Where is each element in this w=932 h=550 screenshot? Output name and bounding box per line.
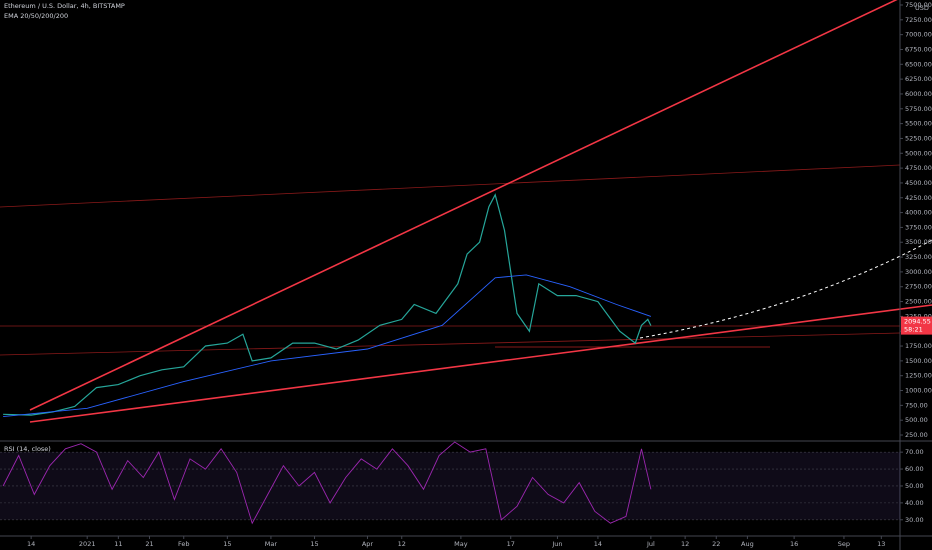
y-tick-label: 4500.00 [905, 179, 932, 187]
x-tick-label: Jun [551, 540, 562, 548]
x-tick-label: 15 [310, 540, 318, 548]
y-tick-label: 5750.00 [905, 105, 932, 113]
y-tick-label: 7000.00 [905, 31, 932, 39]
y-tick-label: 70.00 [905, 448, 924, 456]
x-tick-label: 13 [877, 540, 885, 548]
x-tick-label: Jul [646, 540, 655, 548]
x-tick-label: Mar [265, 540, 278, 548]
x-tick-label: Apr [362, 540, 374, 548]
y-tick-label: 1000.00 [905, 387, 932, 395]
y-tick-label: 7500.00 [905, 1, 932, 9]
lower-trend-line [29, 304, 932, 423]
y-tick-label: 2250.00 [905, 312, 932, 320]
y-tick-label: 2750.00 [905, 283, 932, 291]
countdown-label: 58:21 [904, 326, 923, 334]
y-tick-label: 6250.00 [905, 75, 932, 83]
y-tick-label: 3500.00 [905, 238, 932, 246]
x-tick-label: 14 [27, 540, 35, 548]
y-tick-label: 7250.00 [905, 16, 932, 24]
y-tick-label: 1750.00 [905, 342, 932, 350]
y-tick-label: 3000.00 [905, 268, 932, 276]
upper-trend-line [29, 0, 898, 411]
x-tick-label: 12 [681, 540, 689, 548]
y-tick-label: 1250.00 [905, 372, 932, 380]
x-tick-label: Sep [838, 540, 850, 548]
y-tick-label: 6000.00 [905, 90, 932, 98]
y-tick-label: 4750.00 [905, 164, 932, 172]
rsi-label: RSI (14, close) [4, 445, 51, 453]
x-tick-label: 16 [790, 540, 798, 548]
y-tick-label: 6500.00 [905, 60, 932, 68]
y-tick-label: 5250.00 [905, 134, 932, 142]
y-tick-label: 5500.00 [905, 120, 932, 128]
series-line [2, 441, 652, 525]
trend-line [0, 332, 901, 356]
price-label-box [901, 316, 932, 335]
x-tick-label: 2021 [79, 540, 96, 548]
y-tick-label: 750.00 [905, 401, 928, 409]
y-tick-label: 2500.00 [905, 298, 932, 306]
x-tick-label: 21 [145, 540, 153, 548]
indicator-label: EMA 20/50/200/200 [4, 12, 68, 20]
projection-line [639, 239, 932, 339]
y-tick-label: 250.00 [905, 431, 928, 439]
y-tick-label: 3750.00 [905, 223, 932, 231]
drawings [0, 0, 932, 423]
x-tick-label: 11 [114, 540, 122, 548]
series-line [3, 193, 652, 416]
y-tick-label: 1500.00 [905, 357, 932, 365]
price-label: 2094.55 [904, 318, 931, 326]
y-tick-label: 4250.00 [905, 194, 932, 202]
series-line [3, 274, 652, 418]
trend-line [0, 164, 901, 208]
x-tick-label: 12 [398, 540, 406, 548]
x-tick-label: 15 [223, 540, 231, 548]
y-tick-label: 4000.00 [905, 209, 932, 217]
x-tick-label: 14 [594, 540, 602, 548]
y-tick-label: 3250.00 [905, 253, 932, 261]
y-tick-label: 40.00 [905, 499, 924, 507]
y-tick-label: 60.00 [905, 465, 924, 473]
symbol-title: Ethereum / U.S. Dollar, 4h, BITSTAMP [4, 2, 125, 10]
y-tick-label: 5000.00 [905, 149, 932, 157]
y-tick-label: 6750.00 [905, 45, 932, 53]
y-tick-label: 50.00 [905, 482, 924, 490]
x-tick-label: May [454, 540, 468, 548]
x-tick-label: Aug [741, 540, 754, 548]
x-tick-label: Feb [178, 540, 190, 548]
x-tick-label: 17 [507, 540, 515, 548]
x-tick-label: 22 [712, 540, 720, 548]
y-tick-label: 30.00 [905, 516, 924, 524]
y-tick-label: 500.00 [905, 416, 928, 424]
currency-label: USD [915, 4, 929, 12]
